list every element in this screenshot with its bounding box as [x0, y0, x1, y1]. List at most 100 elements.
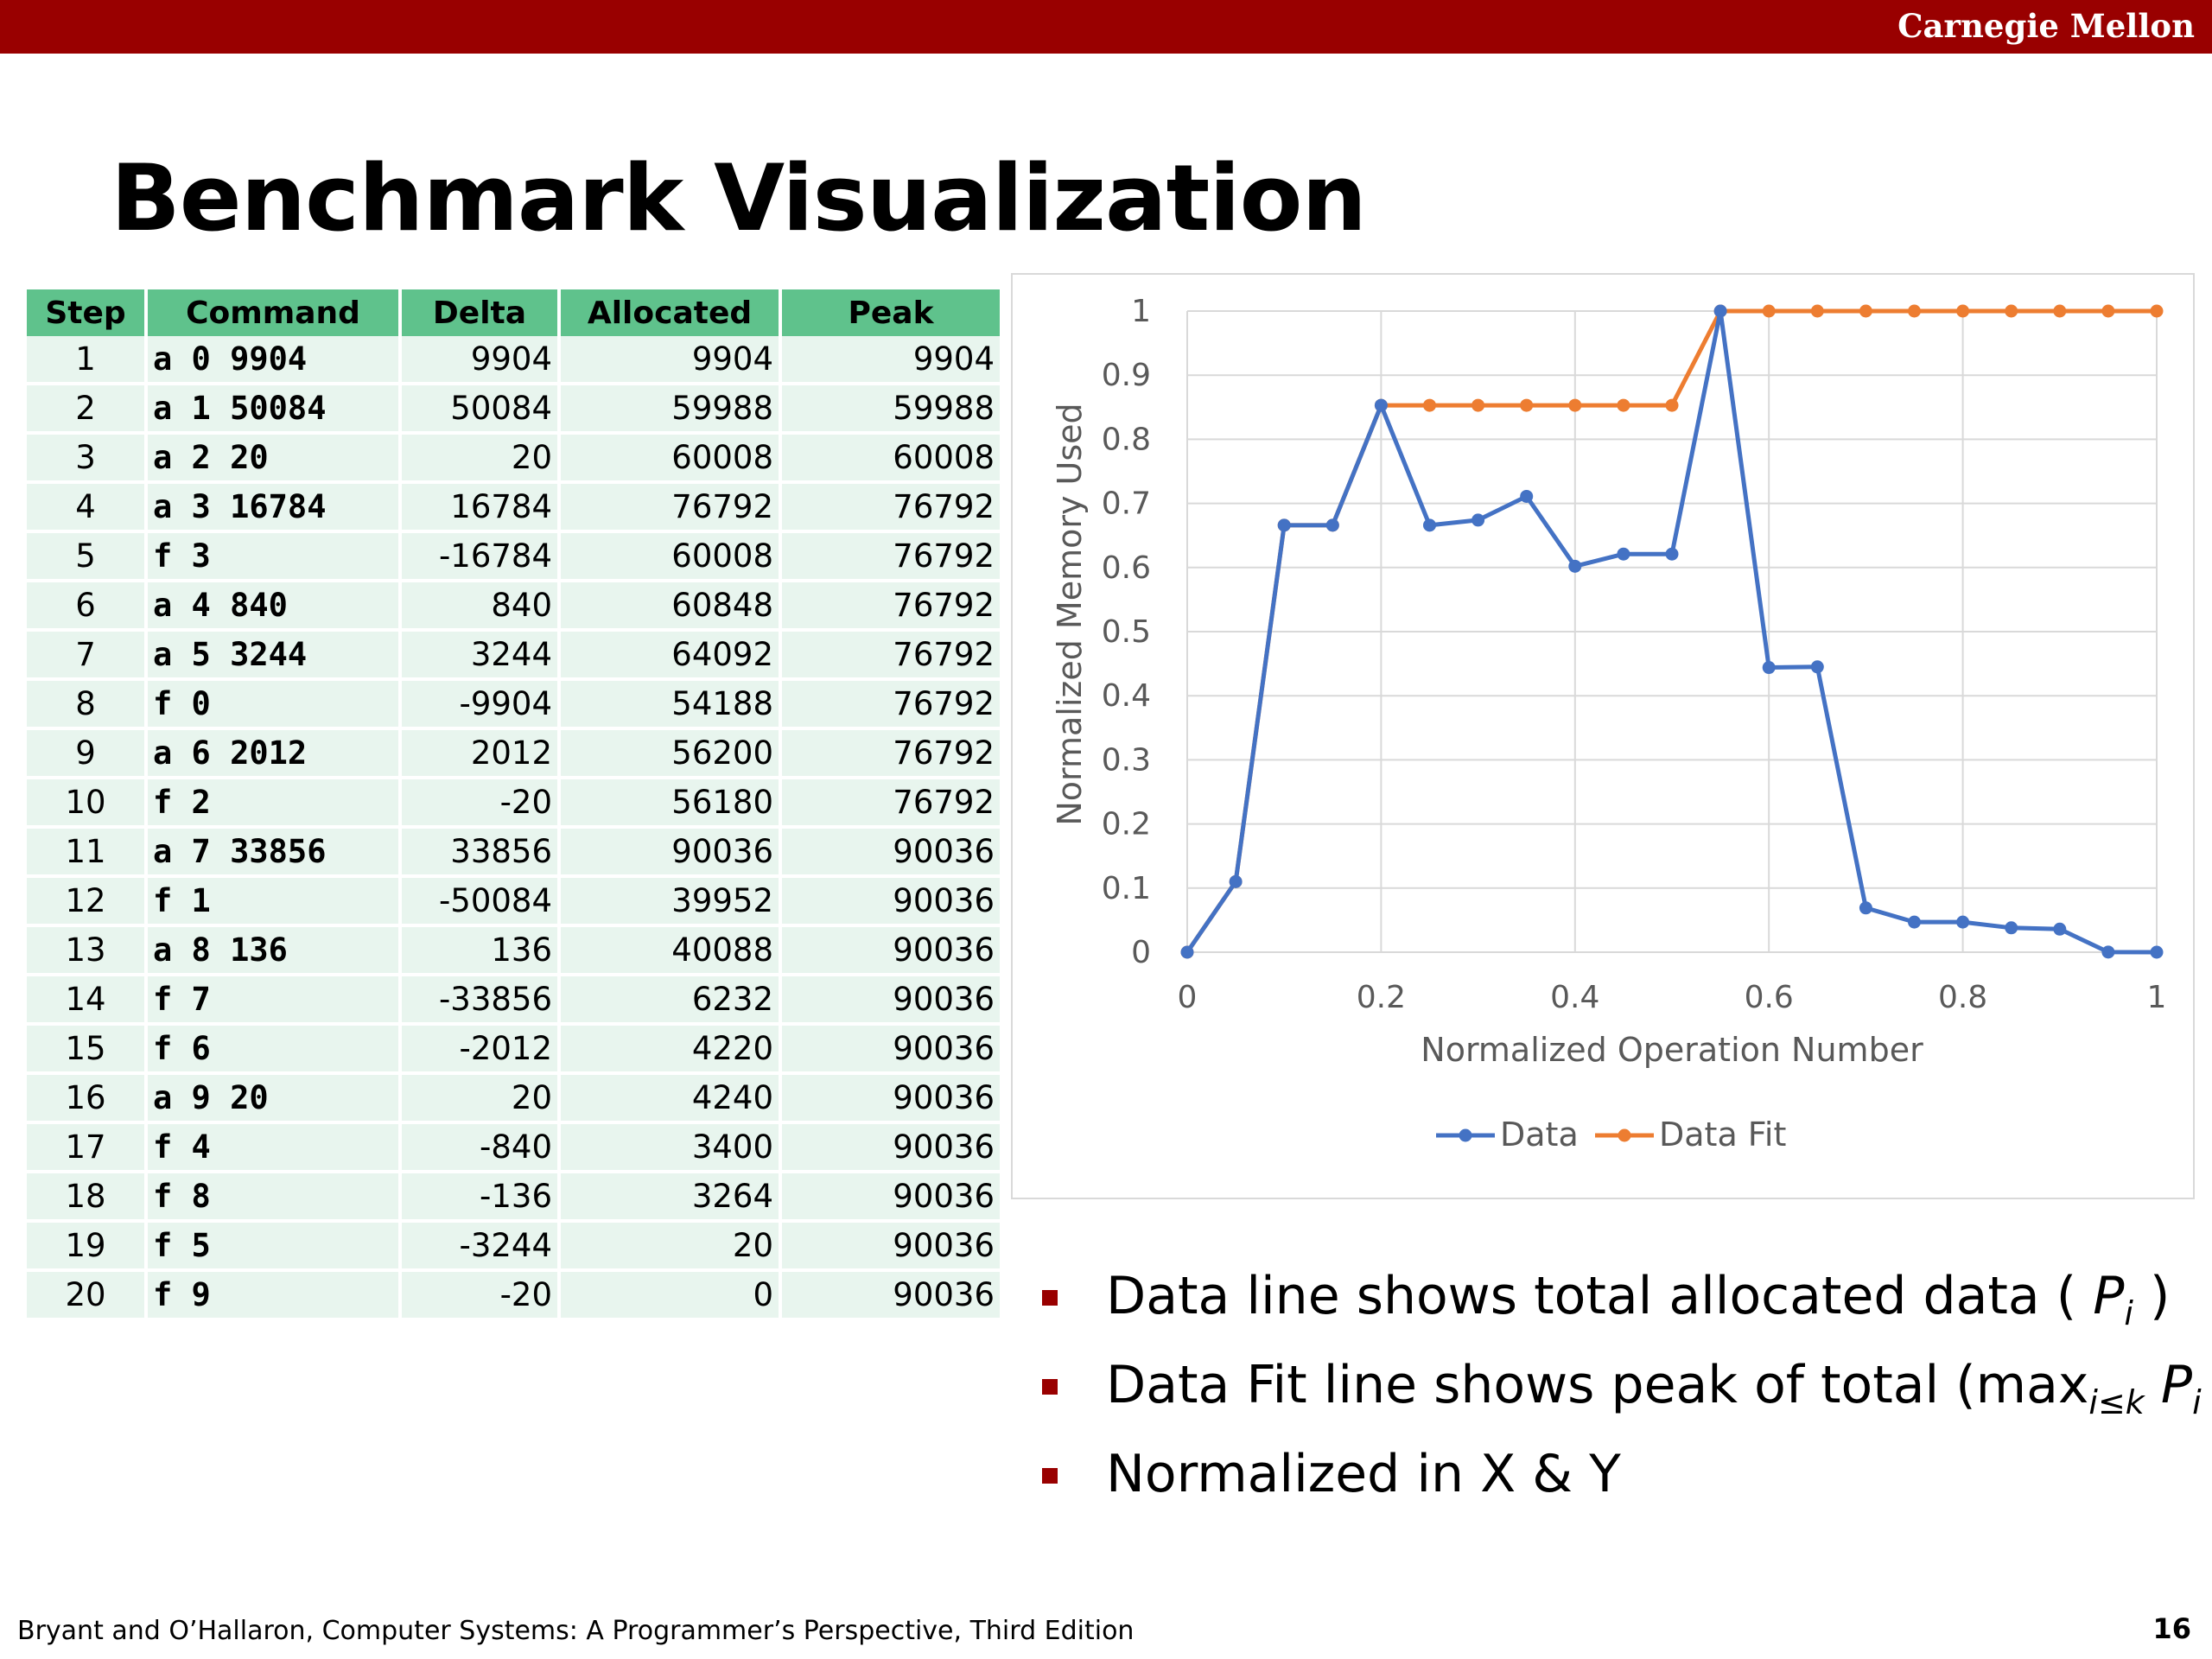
table-row: 18 f 8 -136 3264 90036: [27, 1173, 1000, 1223]
cell-delta: 20: [402, 435, 557, 484]
bullet-var: P: [2144, 1355, 2193, 1415]
cell-delta: 840: [402, 582, 557, 632]
bullet-square-icon: [1042, 1379, 1058, 1395]
chart-panel: 0 0.1 0.2 0.3 0.4 0.5 0.6 0.7 0.8 0.9 1 0 0.2 0.4 0.6 0…: [1011, 273, 2195, 1199]
cell-allocated: 4220: [561, 1026, 779, 1075]
data-point-data: [1908, 915, 1921, 929]
cell-peak: 90036: [782, 976, 1000, 1026]
table-row: 13 a 8 136 136 40088 90036: [27, 927, 1000, 976]
data-point-data: [1713, 304, 1727, 318]
cell-allocated: 9904: [561, 336, 779, 385]
cell-allocated: 56200: [561, 730, 779, 779]
data-point-data: [1956, 915, 1970, 929]
cell-allocated: 64092: [561, 632, 779, 681]
cell-command: f 6: [148, 1026, 398, 1075]
bullet-sub: i: [2124, 1294, 2133, 1332]
legend-label: Data: [1500, 1116, 1579, 1154]
footer-citation: Bryant and O’Hallaron, Computer Systems:…: [17, 1616, 1135, 1646]
page-number: 16: [2152, 1612, 2191, 1645]
data-point-data: [1374, 398, 1388, 412]
legend-marker: [1459, 1128, 1472, 1142]
cell-peak: 9904: [782, 336, 1000, 385]
cell-delta: -33856: [402, 976, 557, 1026]
cell-command: a 0 9904: [148, 336, 398, 385]
top-bar: Carnegie Mellon: [0, 0, 2212, 54]
cell-peak: 90036: [782, 1173, 1000, 1223]
data-point-data-fit: [2101, 304, 2115, 318]
y-tick-label: 0.4: [1102, 678, 1151, 714]
bullet-sub: i: [2192, 1383, 2202, 1421]
data-point-data-fit: [1423, 398, 1436, 412]
header-peak: Peak: [782, 289, 1000, 336]
cell-command: f 8: [148, 1173, 398, 1223]
cell-peak: 76792: [782, 484, 1000, 533]
table-row: 12 f 1 -50084 39952 90036: [27, 878, 1000, 927]
x-tick-label: 0: [1178, 980, 1198, 1015]
data-point-data: [1617, 547, 1630, 561]
cell-command: a 3 16784: [148, 484, 398, 533]
y-axis-label: Normalized Memory Used: [1051, 403, 1089, 825]
bullet-text: Data Fit line shows peak of total (max: [1106, 1355, 2089, 1415]
cell-step: 4: [27, 484, 144, 533]
cell-allocated: 60848: [561, 582, 779, 632]
table-row: 15 f 6 -2012 4220 90036: [27, 1026, 1000, 1075]
data-point-data: [1471, 513, 1485, 527]
cell-allocated: 3400: [561, 1124, 779, 1173]
data-point-data: [1229, 874, 1243, 888]
cell-allocated: 39952: [561, 878, 779, 927]
cell-peak: 76792: [782, 533, 1000, 582]
table-row: 10 f 2 -20 56180 76792: [27, 779, 1000, 829]
data-point-data-fit: [2005, 304, 2018, 318]
table-row: 20 f 9 -20 0 90036: [27, 1272, 1000, 1321]
cell-delta: 3244: [402, 632, 557, 681]
x-tick-label: 0.2: [1357, 980, 1406, 1015]
cell-allocated: 40088: [561, 927, 779, 976]
table-row: 19 f 5 -3244 20 90036: [27, 1223, 1000, 1272]
cell-allocated: 56180: [561, 779, 779, 829]
x-tick-label: 0.8: [1938, 980, 1987, 1015]
cell-command: a 8 136: [148, 927, 398, 976]
cell-step: 9: [27, 730, 144, 779]
cell-step: 12: [27, 878, 144, 927]
y-tick-label: 0.2: [1102, 807, 1151, 842]
cell-step: 13: [27, 927, 144, 976]
header-allocated: Allocated: [561, 289, 779, 336]
data-point-data-fit: [1665, 398, 1679, 412]
cell-command: f 1: [148, 878, 398, 927]
bullet-square-icon: [1042, 1468, 1058, 1484]
data-point-data: [2005, 921, 2018, 935]
data-point-data-fit: [1908, 304, 1921, 318]
cell-peak: 90036: [782, 1124, 1000, 1173]
data-point-data: [1810, 660, 1824, 674]
y-tick-label: 0.3: [1102, 742, 1151, 778]
cell-peak: 59988: [782, 385, 1000, 435]
bullet-item: Data Fit line shows peak of total (maxi≤…: [1037, 1355, 2212, 1444]
cell-step: 15: [27, 1026, 144, 1075]
data-point-data-fit: [1859, 304, 1872, 318]
cell-command: f 2: [148, 779, 398, 829]
data-point-data: [1665, 547, 1679, 561]
cell-peak: 76792: [782, 730, 1000, 779]
x-tick-label: 1: [2147, 980, 2167, 1015]
data-point-data: [1762, 661, 1776, 675]
cell-allocated: 6232: [561, 976, 779, 1026]
cell-peak: 90036: [782, 829, 1000, 878]
cell-step: 7: [27, 632, 144, 681]
cell-peak: 90036: [782, 1272, 1000, 1321]
x-axis-label: Normalized Operation Number: [1421, 1031, 1923, 1069]
cell-step: 8: [27, 681, 144, 730]
x-tick-label: 0.4: [1550, 980, 1599, 1015]
cell-allocated: 3264: [561, 1173, 779, 1223]
cell-delta: 20: [402, 1075, 557, 1124]
y-tick-label: 0: [1131, 935, 1151, 970]
cell-delta: -136: [402, 1173, 557, 1223]
bullet-text: Data line shows total allocated data (: [1106, 1266, 2094, 1326]
cell-delta: 50084: [402, 385, 557, 435]
page-title: Benchmark Visualization: [111, 145, 1367, 251]
data-point-data-fit: [1568, 398, 1582, 412]
bullet-list: Data line shows total allocated data ( P…: [1037, 1266, 2212, 1533]
data-point-data: [1423, 518, 1436, 532]
memory-chart: 0 0.1 0.2 0.3 0.4 0.5 0.6 0.7 0.8 0.9 1 0 0.2 0.4 0.6 0…: [1051, 294, 2167, 1154]
